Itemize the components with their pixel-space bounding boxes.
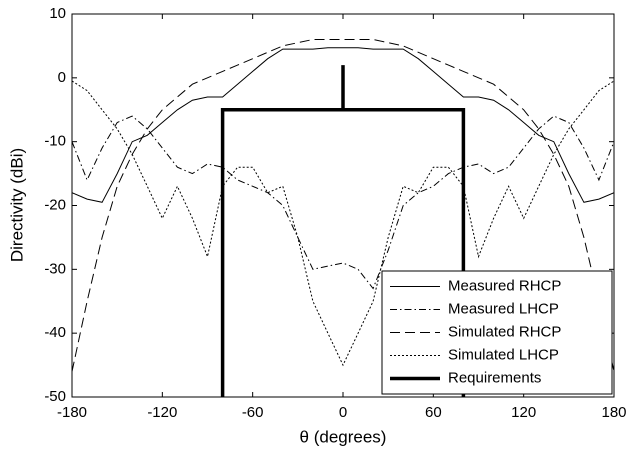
series-line [220, 65, 466, 397]
series-line [72, 39, 614, 372]
legend-label: Simulated RHCP [448, 323, 561, 340]
y-tick-label: 10 [49, 5, 66, 22]
x-tick-label: 60 [425, 404, 442, 421]
y-axis-label: Directivity (dBi) [7, 148, 26, 262]
x-tick-label: -120 [147, 404, 177, 421]
x-axis-label: θ (degrees) [300, 427, 387, 446]
y-tick-label: -10 [44, 133, 66, 150]
y-tick-label: -20 [44, 196, 66, 213]
x-tick-label: 120 [511, 404, 536, 421]
legend-label: Measured RHCP [448, 277, 561, 294]
series-line [72, 47, 614, 203]
series-line [72, 80, 614, 367]
y-tick-label: -40 [44, 324, 66, 341]
x-tick-label: 0 [339, 404, 347, 421]
y-tick-label: -30 [44, 260, 66, 277]
x-tick-label: -60 [242, 404, 264, 421]
x-tick-label: -180 [57, 404, 87, 421]
x-tick-label: 180 [601, 404, 626, 421]
legend-label: Requirements [448, 369, 541, 386]
y-tick-label: -50 [44, 388, 66, 405]
legend-label: Simulated LHCP [448, 346, 559, 363]
legend-label: Measured LHCP [448, 300, 559, 317]
y-tick-label: 0 [58, 69, 66, 86]
